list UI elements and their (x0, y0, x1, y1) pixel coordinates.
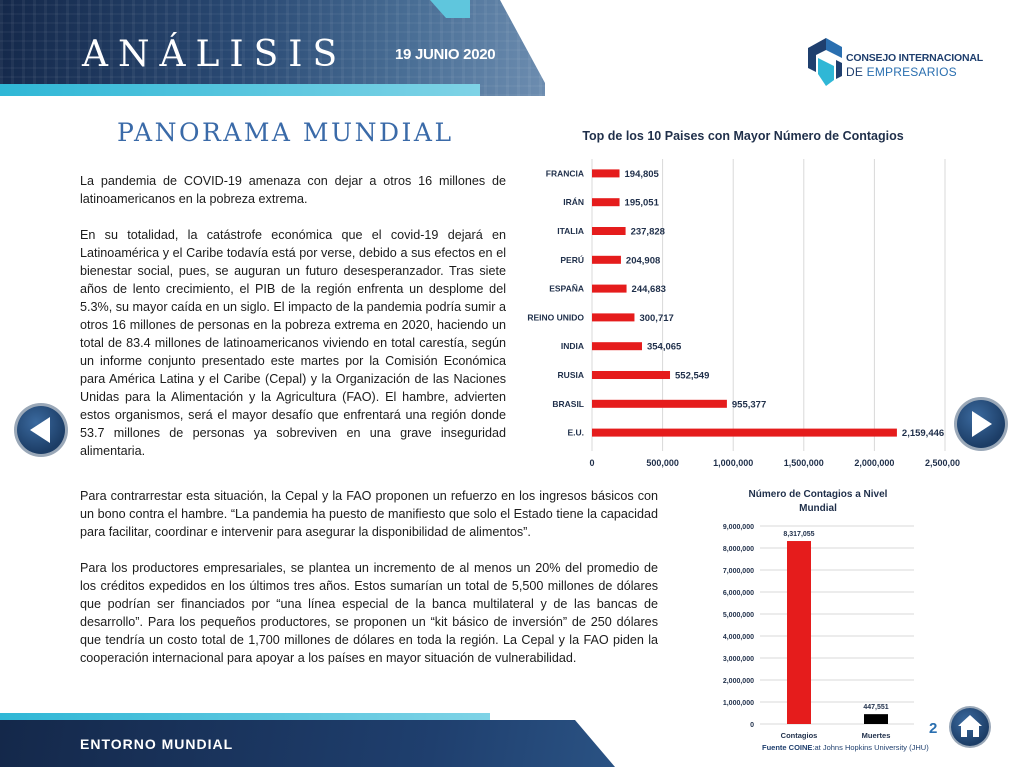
home-button[interactable] (949, 706, 991, 748)
article-paragraph: En su totalidad, la catástrofe económica… (80, 228, 506, 458)
logo-text-line1: CONSEJO INTERNACIONAL (846, 52, 983, 64)
category-label: ITALIA (557, 226, 584, 236)
x-tick-label: 1,500,000 (784, 458, 824, 468)
home-icon (958, 715, 982, 737)
category-label: E.U. (567, 428, 584, 438)
bar (787, 541, 811, 724)
category-label: REINO UNIDO (527, 312, 584, 322)
category-label: FRANCIA (546, 168, 584, 178)
publication-title: ANÁLISIS (82, 34, 348, 75)
y-tick-label: 2,000,000 (723, 678, 754, 685)
chart-title-line1: Número de Contagios a Nivel (749, 489, 888, 500)
previous-page-button[interactable] (14, 403, 68, 457)
bar (592, 255, 621, 264)
data-label: 195,051 (625, 198, 660, 209)
bar (592, 313, 635, 322)
y-tick-label: 6,000,000 (723, 590, 754, 597)
y-tick-label: 5,000,000 (723, 612, 754, 619)
bar (592, 169, 620, 178)
next-page-button[interactable] (954, 397, 1008, 451)
y-tick-label: 0 (750, 722, 754, 729)
global-contagios-chart: Número de Contagios a Nivel Mundial 0 1,0… (723, 489, 914, 740)
data-label: 447,551 (863, 704, 888, 711)
bar (592, 371, 671, 379)
data-label: 237,828 (631, 227, 665, 238)
x-tick-label: 500,000 (646, 458, 679, 468)
page-number: 2 (929, 720, 938, 737)
category-label: INDIA (561, 341, 584, 351)
article-text-bottom: Para contrarrestar esta situación, la Ce… (80, 487, 658, 685)
article-paragraph: La pandemia de COVID-19 amenaza con deja… (80, 174, 506, 206)
data-label: 354,065 (647, 342, 682, 353)
bar (592, 198, 620, 207)
chart-title: Top de los 10 Paises con Mayor Número de… (582, 129, 903, 143)
category-label: BRASIL (552, 399, 584, 409)
header-accent-stripe (0, 84, 480, 96)
bar (592, 284, 627, 293)
category-label: Muertes (862, 731, 891, 740)
section-title: PANORAMA MUNDIAL (117, 118, 454, 147)
bar (592, 342, 642, 351)
data-label: 552,549 (675, 371, 709, 382)
arrow-left-icon (30, 417, 50, 443)
y-tick-label: 4,000,000 (723, 634, 754, 641)
data-label: 194,805 (625, 169, 660, 180)
data-label: 204,908 (626, 255, 660, 266)
data-label: 2,159,446 (902, 428, 944, 439)
x-tick-label: 1,000,000 (713, 458, 753, 468)
chart-source-note: Fuente COINE:at Johns Hopkins University… (762, 743, 929, 752)
top10-contagios-chart: Top de los 10 Paises con Mayor Número de… (527, 129, 960, 468)
article-paragraph: Para contrarrestar esta situación, la Ce… (80, 489, 658, 539)
bar (592, 428, 897, 437)
data-label: 244,683 (632, 284, 666, 295)
chart-title-line2: Mundial (799, 503, 837, 514)
footer-accent-stripe (0, 713, 490, 722)
category-label: IRÁN (563, 197, 584, 207)
category-label: PERÚ (560, 254, 584, 265)
organization-logo: CONSEJO INTERNACIONAL DE EMPRESARIOS (806, 34, 983, 90)
article-paragraph: Para los productores empresariales, se p… (80, 561, 658, 665)
logo-mark-icon (808, 38, 842, 86)
logo-text-line2: DE EMPRESARIOS (846, 65, 957, 79)
category-label: Contagios (781, 731, 818, 740)
y-tick-label: 8,000,000 (723, 546, 754, 553)
data-label: 955,377 (732, 399, 766, 410)
y-tick-label: 9,000,000 (723, 524, 754, 531)
publication-date: 19 JUNIO 2020 (395, 46, 496, 63)
x-tick-label: 2,500,000 (925, 458, 960, 468)
article-text-top: La pandemia de COVID-19 amenaza con deja… (80, 172, 506, 478)
footer-section-label: ENTORNO MUNDIAL (80, 736, 234, 752)
x-tick-label: 0 (589, 458, 594, 468)
y-tick-label: 7,000,000 (723, 568, 754, 575)
bar (592, 399, 727, 408)
footer-banner (0, 720, 615, 767)
bar (864, 714, 888, 724)
data-label: 300,717 (639, 313, 673, 324)
category-label: ESPAÑA (549, 284, 584, 294)
y-tick-label: 3,000,000 (723, 656, 754, 663)
x-tick-label: 2,000,000 (854, 458, 894, 468)
category-label: RUSIA (558, 370, 584, 380)
bar (592, 227, 626, 235)
y-tick-label: 1,000,000 (723, 700, 754, 707)
arrow-right-icon (972, 411, 992, 437)
data-label: 8,317,055 (783, 531, 814, 538)
